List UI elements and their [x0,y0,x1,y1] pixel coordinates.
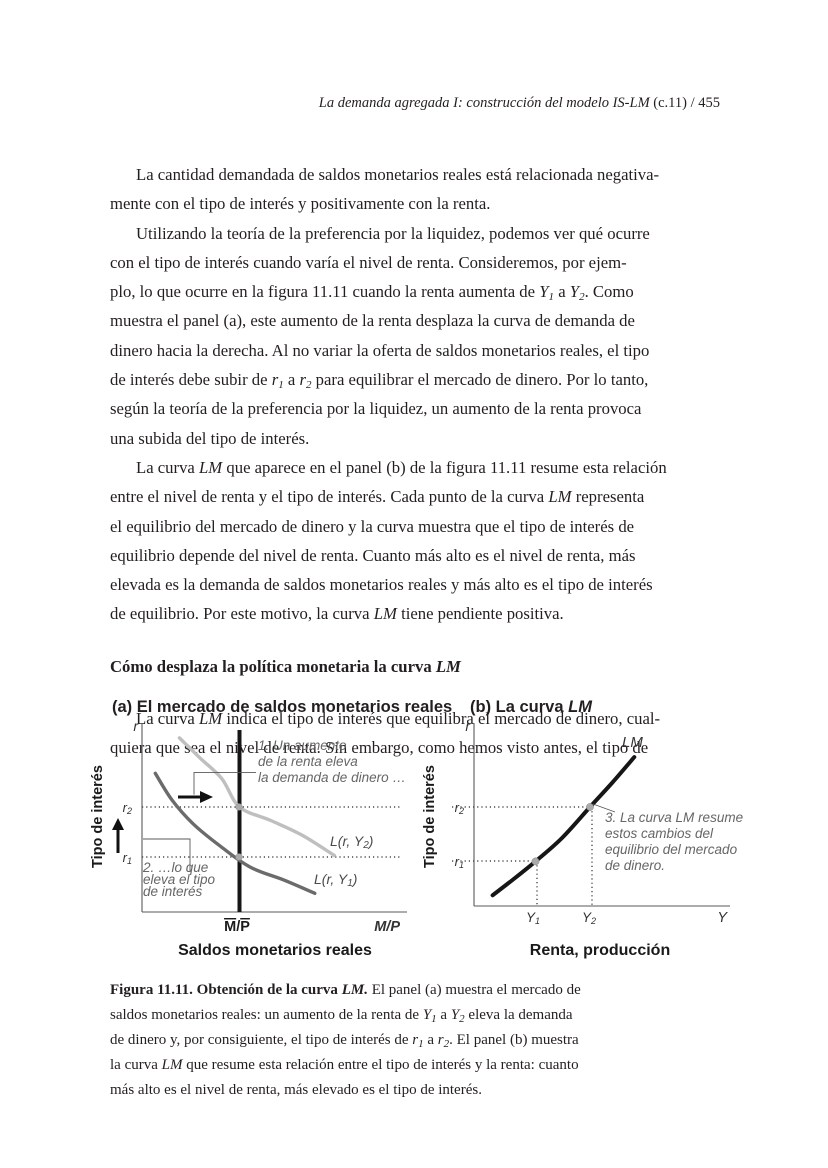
svg-text:de interés: de interés [143,884,203,899]
svg-text:r1: r1 [455,854,464,870]
svg-text:1. Un aumento: 1. Un aumento [258,738,347,753]
svg-text:M/P: M/P [374,919,400,935]
svg-text:r1: r1 [123,850,132,866]
svg-text:estos cambios del: estos cambios del [605,826,714,841]
svg-text:Y1: Y1 [526,910,540,926]
svg-text:Renta, producción: Renta, producción [530,942,670,959]
svg-text:Saldos monetarios reales: Saldos monetarios reales [178,942,372,959]
svg-text:L(r, Y2): L(r, Y2) [330,833,373,851]
svg-text:Tipo de interés: Tipo de interés [422,765,438,868]
svg-text:M/P: M/P [224,919,250,935]
svg-text:3. La curva LM resume: 3. La curva LM resume [605,810,743,825]
svg-text:de la renta eleva: de la renta eleva [258,754,358,769]
svg-text:r: r [133,718,139,734]
svg-text:r2: r2 [455,800,464,816]
svg-text:de dinero.: de dinero. [605,858,665,873]
svg-text:r2: r2 [123,800,132,816]
svg-text:Y2: Y2 [582,910,596,926]
svg-text:r: r [465,718,471,734]
svg-text:LM: LM [622,734,643,751]
svg-text:Tipo de interés: Tipo de interés [90,765,106,868]
svg-text:equilibrio del mercado: equilibrio del mercado [605,842,738,857]
svg-text:la demanda de dinero …: la demanda de dinero … [258,770,406,785]
svg-text:L(r, Y1): L(r, Y1) [314,871,357,889]
svg-text:Y: Y [717,910,728,926]
